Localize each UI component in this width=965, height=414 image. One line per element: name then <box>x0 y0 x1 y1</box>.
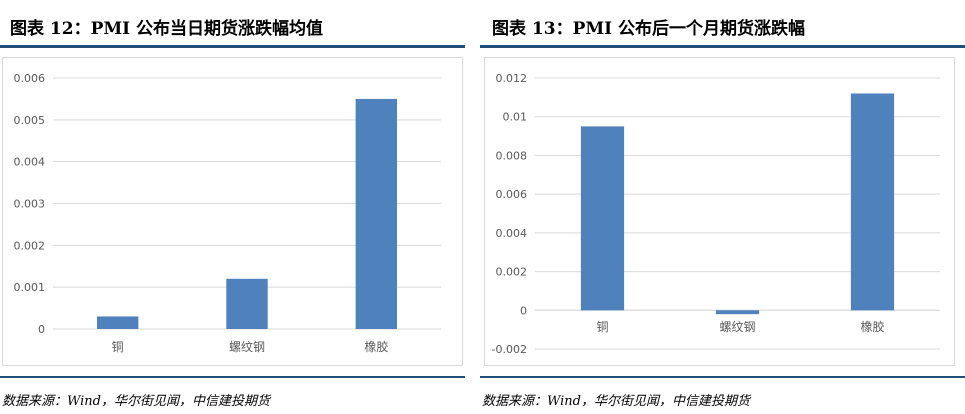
figure-title: 图表 12：PMI 公布当日期货涨跌幅均值 <box>10 19 324 39</box>
y-tick-label: 0.012 <box>496 72 528 85</box>
bar <box>715 310 760 315</box>
y-tick-label: 0.008 <box>496 149 528 162</box>
bar <box>355 98 398 329</box>
source-note: 数据来源：Wind，华尔街见闻，中信建投期货 <box>2 394 270 409</box>
bottom-rule <box>0 376 465 378</box>
bar <box>226 278 268 329</box>
chart-frame: -0.002 0 0.002 0.004 0.006 0.008 0.01 0.012 铜 螺纹钢… <box>484 57 955 366</box>
y-tick-label: 0.01 <box>503 111 528 124</box>
y-tick-label: 0.006 <box>14 72 46 85</box>
title-rule <box>0 45 465 48</box>
y-tick-label: 0.002 <box>14 239 46 252</box>
y-tick-label: 0.005 <box>14 114 46 127</box>
bar <box>850 93 895 311</box>
y-tick-label: 0.004 <box>496 227 528 240</box>
bar <box>96 316 139 329</box>
y-tick-label: 0.004 <box>14 156 46 169</box>
figure-title: 图表 13：PMI 公布后一个月期货涨跌幅 <box>492 19 806 39</box>
bar-chart: -0.002 0 0.002 0.004 0.006 0.008 0.01 0.012 铜 螺纹钢… <box>492 72 940 356</box>
category-label: 螺纹钢 <box>719 320 755 334</box>
y-tick-label: 0 <box>38 323 45 336</box>
title-rule <box>480 45 965 48</box>
chart-frame: 0 0.001 0.002 0.003 0.004 0.005 0.006 铜 螺纹钢 橡胶 <box>2 57 463 366</box>
bottom-rule <box>480 376 965 378</box>
bar-chart: 0 0.001 0.002 0.003 0.004 0.005 0.006 铜 螺纹钢 橡胶 <box>14 72 441 354</box>
category-label: 铜 <box>596 319 608 334</box>
category-label: 橡胶 <box>860 319 884 334</box>
category-label: 橡胶 <box>364 339 388 354</box>
source-note: 数据来源：Wind，华尔街见闻，中信建投期货 <box>482 394 750 409</box>
bar <box>580 126 625 311</box>
category-label: 铜 <box>112 339 124 354</box>
y-tick-label: 0.003 <box>14 198 46 211</box>
y-tick-label: 0 <box>520 304 527 317</box>
y-tick-label: 0.006 <box>496 188 528 201</box>
y-tick-label: -0.002 <box>492 343 527 356</box>
y-tick-label: 0.001 <box>14 281 46 294</box>
category-label: 螺纹钢 <box>229 340 265 354</box>
y-tick-label: 0.002 <box>496 266 528 279</box>
